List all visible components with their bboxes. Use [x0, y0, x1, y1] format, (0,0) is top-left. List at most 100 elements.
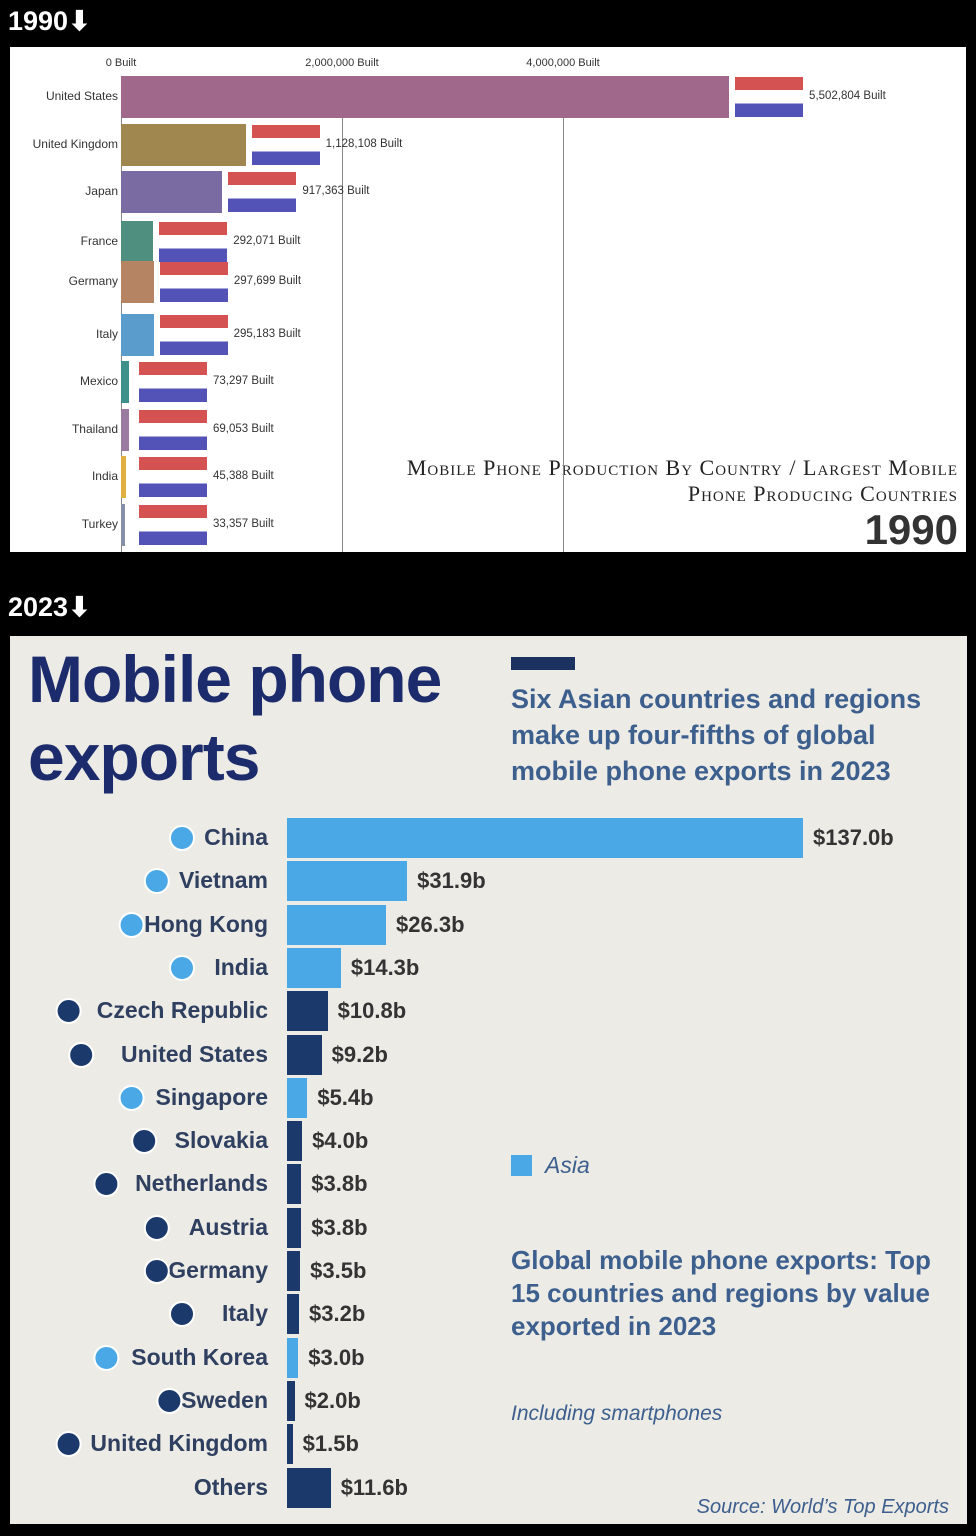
category-label: Italy — [95, 327, 118, 341]
value-label: 45,388 Built — [213, 470, 274, 482]
legend: Asia — [511, 1152, 590, 1179]
flag-icon — [143, 868, 170, 895]
bar — [287, 947, 341, 988]
value-label: 297,699 Built — [233, 275, 302, 287]
bar — [121, 314, 154, 356]
flag-icon — [118, 911, 145, 938]
flag-icon — [93, 1171, 120, 1198]
bar — [287, 991, 328, 1032]
flag-icon — [251, 125, 320, 165]
bar — [121, 221, 154, 263]
category-label: Germany — [68, 274, 118, 288]
category-label: Mexico — [79, 374, 118, 388]
category-label: Sweden — [181, 1386, 268, 1413]
category-label: Vietnam — [178, 867, 268, 894]
value-label: $3.2b — [309, 1301, 366, 1327]
category-label: China — [204, 824, 268, 850]
value-label: $31.9b — [417, 868, 486, 894]
bar — [287, 1077, 308, 1118]
bar — [287, 1164, 302, 1205]
category-label: Germany — [168, 1257, 268, 1283]
value-label: 33,357 Built — [213, 518, 274, 530]
value-label: $9.2b — [331, 1041, 388, 1067]
accent-bar — [511, 657, 575, 670]
bar — [287, 1294, 300, 1335]
bar — [121, 124, 246, 166]
category-label: United States — [45, 89, 118, 103]
value-label: $1.5b — [302, 1431, 359, 1457]
gridline — [563, 77, 564, 552]
flag-icon — [139, 457, 207, 497]
category-label: South Korea — [131, 1343, 268, 1370]
bar — [121, 261, 154, 303]
category-label: India — [214, 953, 268, 980]
flag-icon — [143, 1214, 170, 1241]
value-label: $10.8b — [337, 998, 407, 1024]
legend-swatch-asia — [511, 1155, 532, 1176]
value-label: 917,363 Built — [302, 185, 370, 197]
value-label: $137.0b — [813, 825, 894, 850]
x-tick-label: 4,000,000 Built — [526, 57, 600, 69]
value-label: 69,053 Built — [213, 423, 274, 435]
category-label: Singapore — [155, 1083, 268, 1110]
bar — [287, 1034, 322, 1075]
bar — [287, 1380, 295, 1421]
value-label: $2.0b — [304, 1387, 361, 1413]
value-label: $3.5b — [310, 1258, 367, 1283]
category-label: Czech Republic — [96, 997, 268, 1024]
flag-icon — [169, 1301, 195, 1328]
category-label: Slovakia — [174, 1127, 268, 1154]
flag-icon — [159, 222, 228, 262]
gridline — [342, 77, 343, 552]
flag-icon — [156, 1387, 183, 1414]
legend-label: Asia — [545, 1152, 590, 1178]
bar — [287, 904, 387, 945]
value-label: $3.8b — [311, 1171, 368, 1197]
category-label: France — [80, 234, 118, 248]
year-label: 1990 — [864, 506, 958, 553]
category-label: Austria — [188, 1213, 268, 1240]
chart-title: Mobile phone exports — [28, 642, 442, 794]
flag-icon — [68, 1041, 95, 1068]
bar — [287, 1207, 302, 1248]
category-label: Netherlands — [135, 1170, 268, 1197]
flag-icon — [139, 362, 207, 402]
chart-2023: Mobile phone exports Six Asian countries… — [10, 636, 967, 1524]
value-label: $3.0b — [308, 1344, 365, 1370]
value-label: $5.4b — [317, 1084, 374, 1110]
category-label: Hong Kong — [144, 910, 268, 937]
category-label: United Kingdom — [32, 137, 118, 151]
bar — [287, 1251, 301, 1291]
flag-icon — [55, 1431, 82, 1458]
bar — [287, 861, 408, 902]
bar — [121, 76, 730, 118]
bar — [287, 1121, 303, 1162]
bar — [287, 1467, 331, 1508]
flag-icon — [143, 1258, 170, 1284]
category-label: Italy — [221, 1300, 268, 1327]
chart-title: Mobile Phone Production By Country / Lar… — [406, 455, 958, 506]
value-label: $4.0b — [312, 1128, 369, 1154]
flag-icon — [735, 77, 804, 117]
value-label: 292,071 Built — [233, 235, 301, 247]
header-1990: 1990⬇ — [8, 6, 91, 36]
bar — [121, 409, 129, 451]
chart-1990: Mobile Phone Production By Country / Lar… — [10, 47, 966, 552]
x-tick-label: 0 Built — [105, 57, 137, 69]
note: Including smartphones — [511, 1402, 723, 1425]
flag-icon — [131, 1128, 158, 1155]
value-label: 73,297 Built — [213, 375, 274, 387]
flag-icon — [118, 1084, 145, 1111]
chart-subtitle: Six Asian countries and regions make up … — [511, 684, 922, 786]
flag-icon — [93, 1344, 120, 1371]
bar — [287, 1337, 299, 1378]
value-label: $3.8b — [311, 1214, 368, 1240]
flag-icon — [228, 172, 297, 212]
bar — [287, 818, 803, 858]
category-label: United States — [121, 1040, 268, 1067]
flag-icon — [55, 998, 82, 1025]
bar — [121, 171, 223, 213]
flag-icon — [159, 315, 228, 355]
category-label: India — [91, 469, 118, 483]
category-label: United Kingdom — [90, 1430, 268, 1457]
